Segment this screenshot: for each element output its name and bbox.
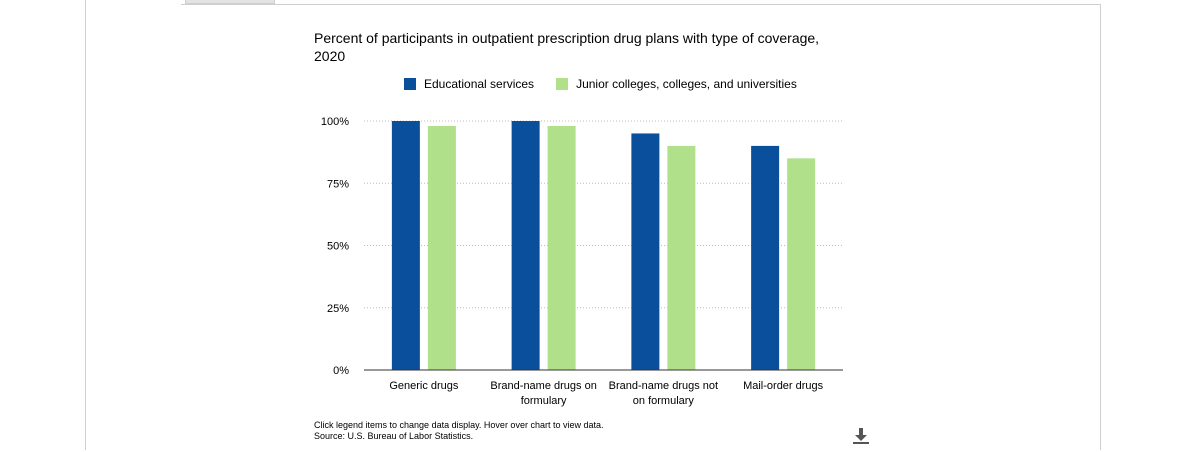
legend-swatch [404,78,416,90]
chart-panel [181,4,1101,450]
chart-title: Percent of participants in outpatient pr… [314,30,820,64]
footnote-instructions: Click legend items to change data displa… [314,420,604,430]
legend-label: Educational services [424,77,535,91]
x-tick-label: on formulary [633,395,695,407]
page-border [85,0,86,450]
chart-legend: Educational services Junior colleges, co… [404,75,819,93]
legend-swatch [556,78,569,90]
y-tick-label: 25% [327,303,349,315]
legend-label: Junior colleges, colleges, and universit… [576,77,797,91]
x-tick-label: Mail-order drugs [743,380,824,392]
bar[interactable] [547,125,576,370]
download-button[interactable] [850,425,872,447]
y-tick-label: 75% [327,178,349,190]
bar[interactable] [511,121,540,370]
legend-item-junior-colleges[interactable]: Junior colleges, colleges, and universit… [556,77,797,91]
y-tick-label: 100% [321,116,349,128]
x-tick-label: Generic drugs [389,380,459,392]
x-tick-label: Brand-name drugs on [490,380,596,392]
bar[interactable] [787,158,816,370]
y-tick-label: 50% [327,241,349,253]
download-icon [853,428,869,444]
bar[interactable] [751,145,780,370]
legend-item-educational-services[interactable]: Educational services [404,77,534,91]
x-tick-label: Brand-name drugs not [609,380,718,392]
bar[interactable] [427,125,456,370]
tab-stub[interactable] [185,0,275,4]
chart-footnote: Click legend items to change data displa… [314,420,603,442]
y-tick-label: 0% [333,365,349,377]
bar[interactable] [631,133,660,370]
x-tick-label: formulary [521,395,567,407]
footnote-source: Source: U.S. Bureau of Labor Statistics. [314,431,474,441]
bar[interactable] [667,145,696,370]
bar[interactable] [391,121,420,370]
